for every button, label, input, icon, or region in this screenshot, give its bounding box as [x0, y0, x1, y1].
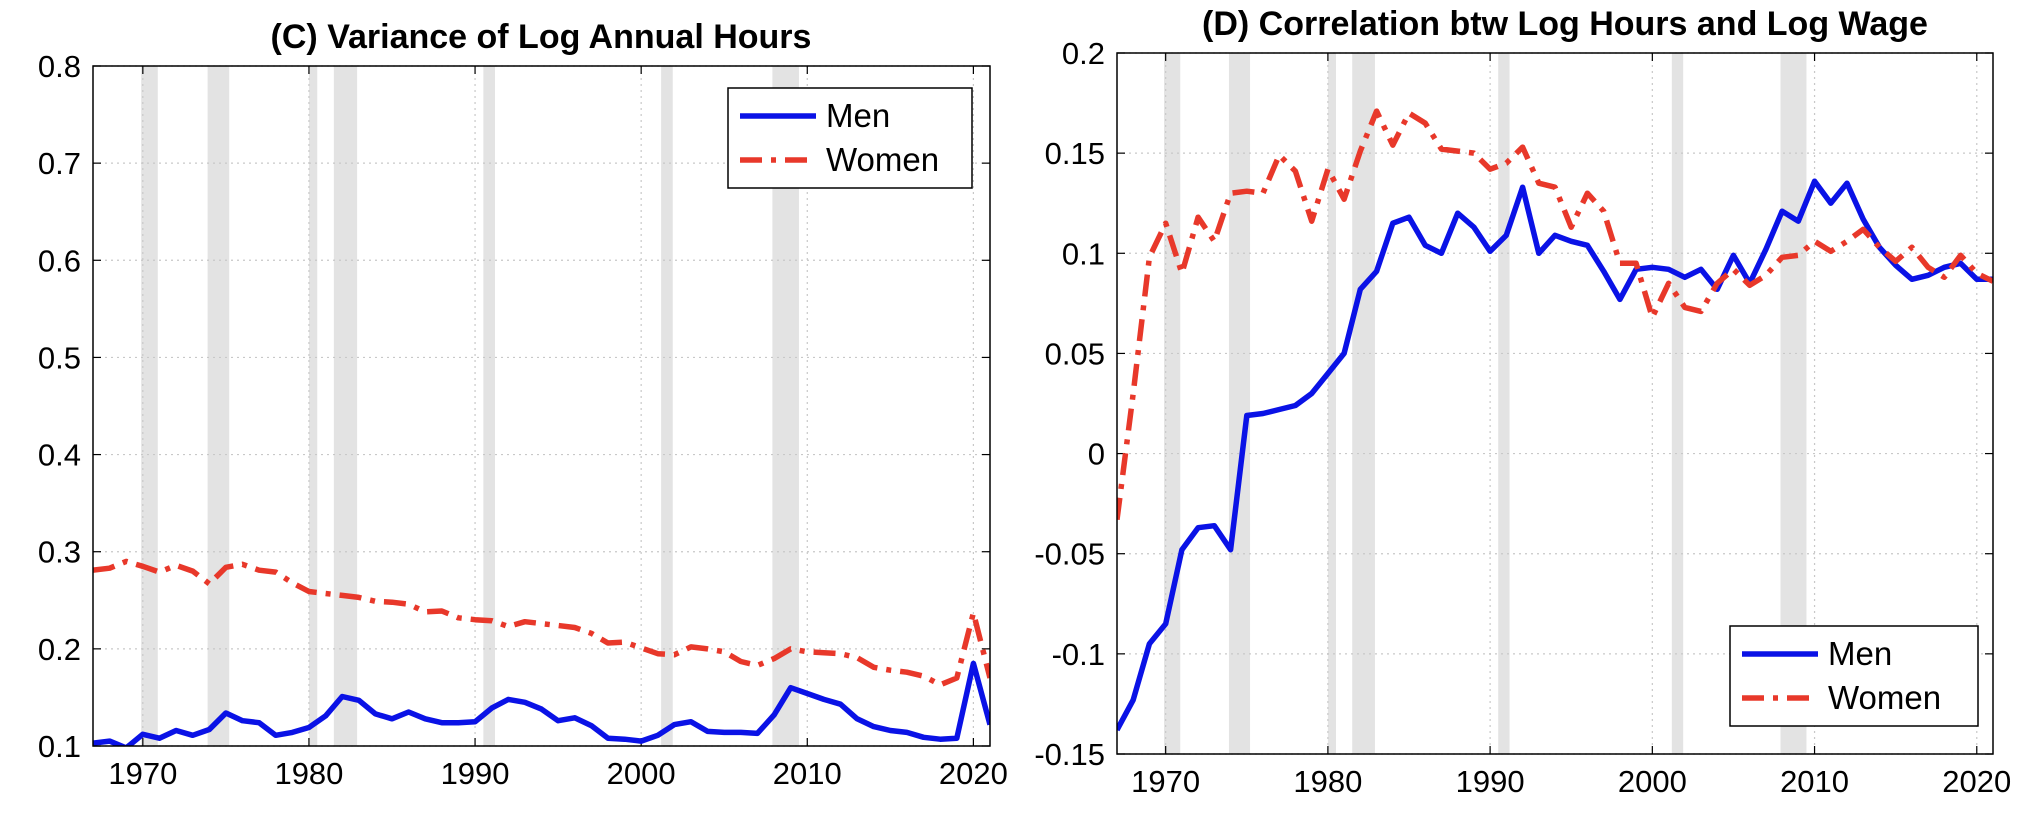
y-tick-label: 0.05: [1045, 336, 1105, 371]
recession-band: [1228, 53, 1251, 754]
recession-band: [308, 66, 318, 746]
y-tick-label: -0.1: [1052, 637, 1105, 672]
recession-band: [483, 66, 495, 746]
series-line-women: [93, 558, 990, 688]
recession-band: [1352, 53, 1375, 754]
series-line-women: [1117, 108, 1993, 521]
y-tick-label: -0.05: [1034, 537, 1105, 572]
legend-label-women: Women: [1828, 679, 1941, 716]
legend: Men Women: [1729, 625, 1979, 727]
y-tick-label: 0.1: [38, 729, 81, 764]
recession-band: [1498, 53, 1510, 754]
recession-band: [1327, 53, 1336, 754]
y-tick-label: 0.3: [38, 535, 81, 570]
x-tick-label: 2000: [1618, 764, 1687, 799]
y-tick-label: 0.2: [1062, 36, 1105, 71]
y-tick-label: 0.1: [1062, 236, 1105, 271]
x-tick-label: 1980: [274, 756, 343, 791]
recession-band: [207, 66, 230, 746]
y-tick-label: 0.5: [38, 340, 81, 375]
panel-c: (C) Variance of Log Annual Hours 1970 1980…: [38, 18, 1008, 791]
recession-band: [1671, 53, 1684, 754]
chart-title: (D) Correlation btw Log Hours and Log Wa…: [1202, 5, 1928, 43]
x-tick-label: 1990: [441, 756, 510, 791]
legend-box: [1729, 625, 1979, 727]
x-tick-label: 2020: [939, 756, 1008, 791]
y-tick-label: 0.4: [38, 438, 81, 473]
recession-band: [1164, 53, 1181, 754]
legend: Men Women: [727, 87, 973, 189]
y-tick-label: 0.6: [38, 243, 81, 278]
y-tick-label: 0.2: [38, 632, 81, 667]
legend-label-women: Women: [826, 141, 939, 178]
legend-label-men: Men: [1828, 635, 1892, 672]
y-tick-label: -0.15: [1034, 737, 1105, 772]
chart-title: (C) Variance of Log Annual Hours: [271, 18, 812, 56]
recession-band: [661, 66, 673, 746]
x-tick-label: 1980: [1293, 764, 1362, 799]
x-tick-label: 2010: [773, 756, 842, 791]
panel-d: (D) Correlation btw Log Hours and Log Wa…: [1034, 5, 2011, 799]
plot-frame: [92, 65, 991, 747]
x-tick-label: 2010: [1780, 764, 1849, 799]
legend-label-men: Men: [826, 97, 890, 134]
y-tick-label: 0.7: [38, 146, 81, 181]
recession-band: [141, 66, 158, 746]
x-tick-label: 2020: [1942, 764, 2011, 799]
y-tick-label: 0.15: [1045, 136, 1105, 171]
x-tick-label: 1970: [1131, 764, 1200, 799]
series-line-men: [1117, 178, 1993, 732]
y-tick-label: 0.8: [38, 49, 81, 84]
y-tick-label: 0: [1088, 437, 1105, 472]
recession-band: [333, 66, 358, 746]
x-tick-label: 2000: [607, 756, 676, 791]
x-tick-label: 1990: [1456, 764, 1525, 799]
x-tick-label: 1970: [108, 756, 177, 791]
plot-frame: [1116, 52, 1994, 755]
legend-box: [727, 87, 973, 189]
series-line-men: [93, 660, 990, 746]
